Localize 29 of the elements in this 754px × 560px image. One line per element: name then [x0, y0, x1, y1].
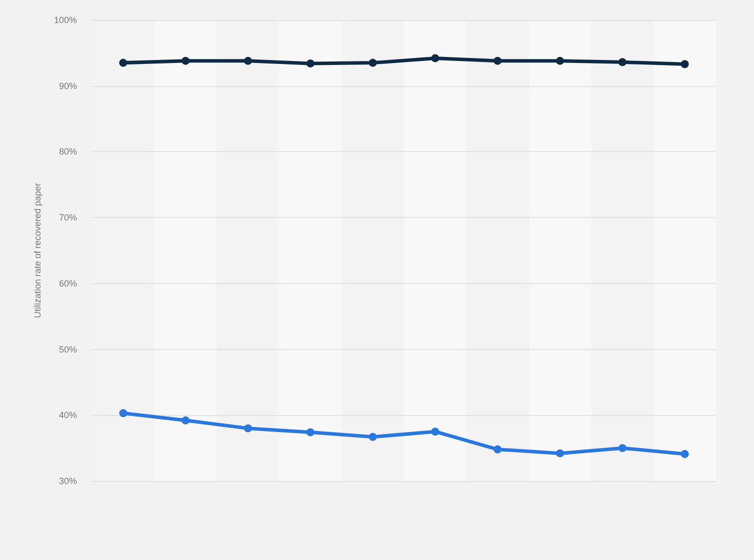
y-tick-label: 80% [58, 146, 77, 157]
point [119, 409, 128, 418]
point [494, 445, 502, 454]
point [680, 60, 689, 68]
point [431, 428, 440, 436]
y-tick-label: 30% [58, 476, 77, 486]
point [368, 432, 377, 441]
y-tick-label: 90% [58, 80, 77, 91]
point [182, 56, 190, 65]
point [618, 58, 626, 66]
y-tick-label: 40% [58, 410, 77, 420]
y-tick-label: 50% [58, 344, 77, 354]
point [431, 54, 440, 62]
point [119, 58, 128, 67]
y-tick-label: 60% [58, 278, 77, 288]
point [680, 450, 689, 458]
y-tick-label: 70% [58, 212, 77, 223]
point [556, 56, 564, 65]
point [368, 58, 377, 67]
point [618, 444, 626, 452]
y-axis-title: Utilization rate of recovered paper [32, 182, 42, 318]
point [306, 59, 314, 68]
point [556, 449, 564, 458]
point [494, 56, 502, 65]
y-tick-label: 100% [54, 15, 77, 25]
point [244, 56, 252, 65]
point [182, 416, 190, 424]
point [244, 424, 252, 432]
point [306, 428, 314, 436]
